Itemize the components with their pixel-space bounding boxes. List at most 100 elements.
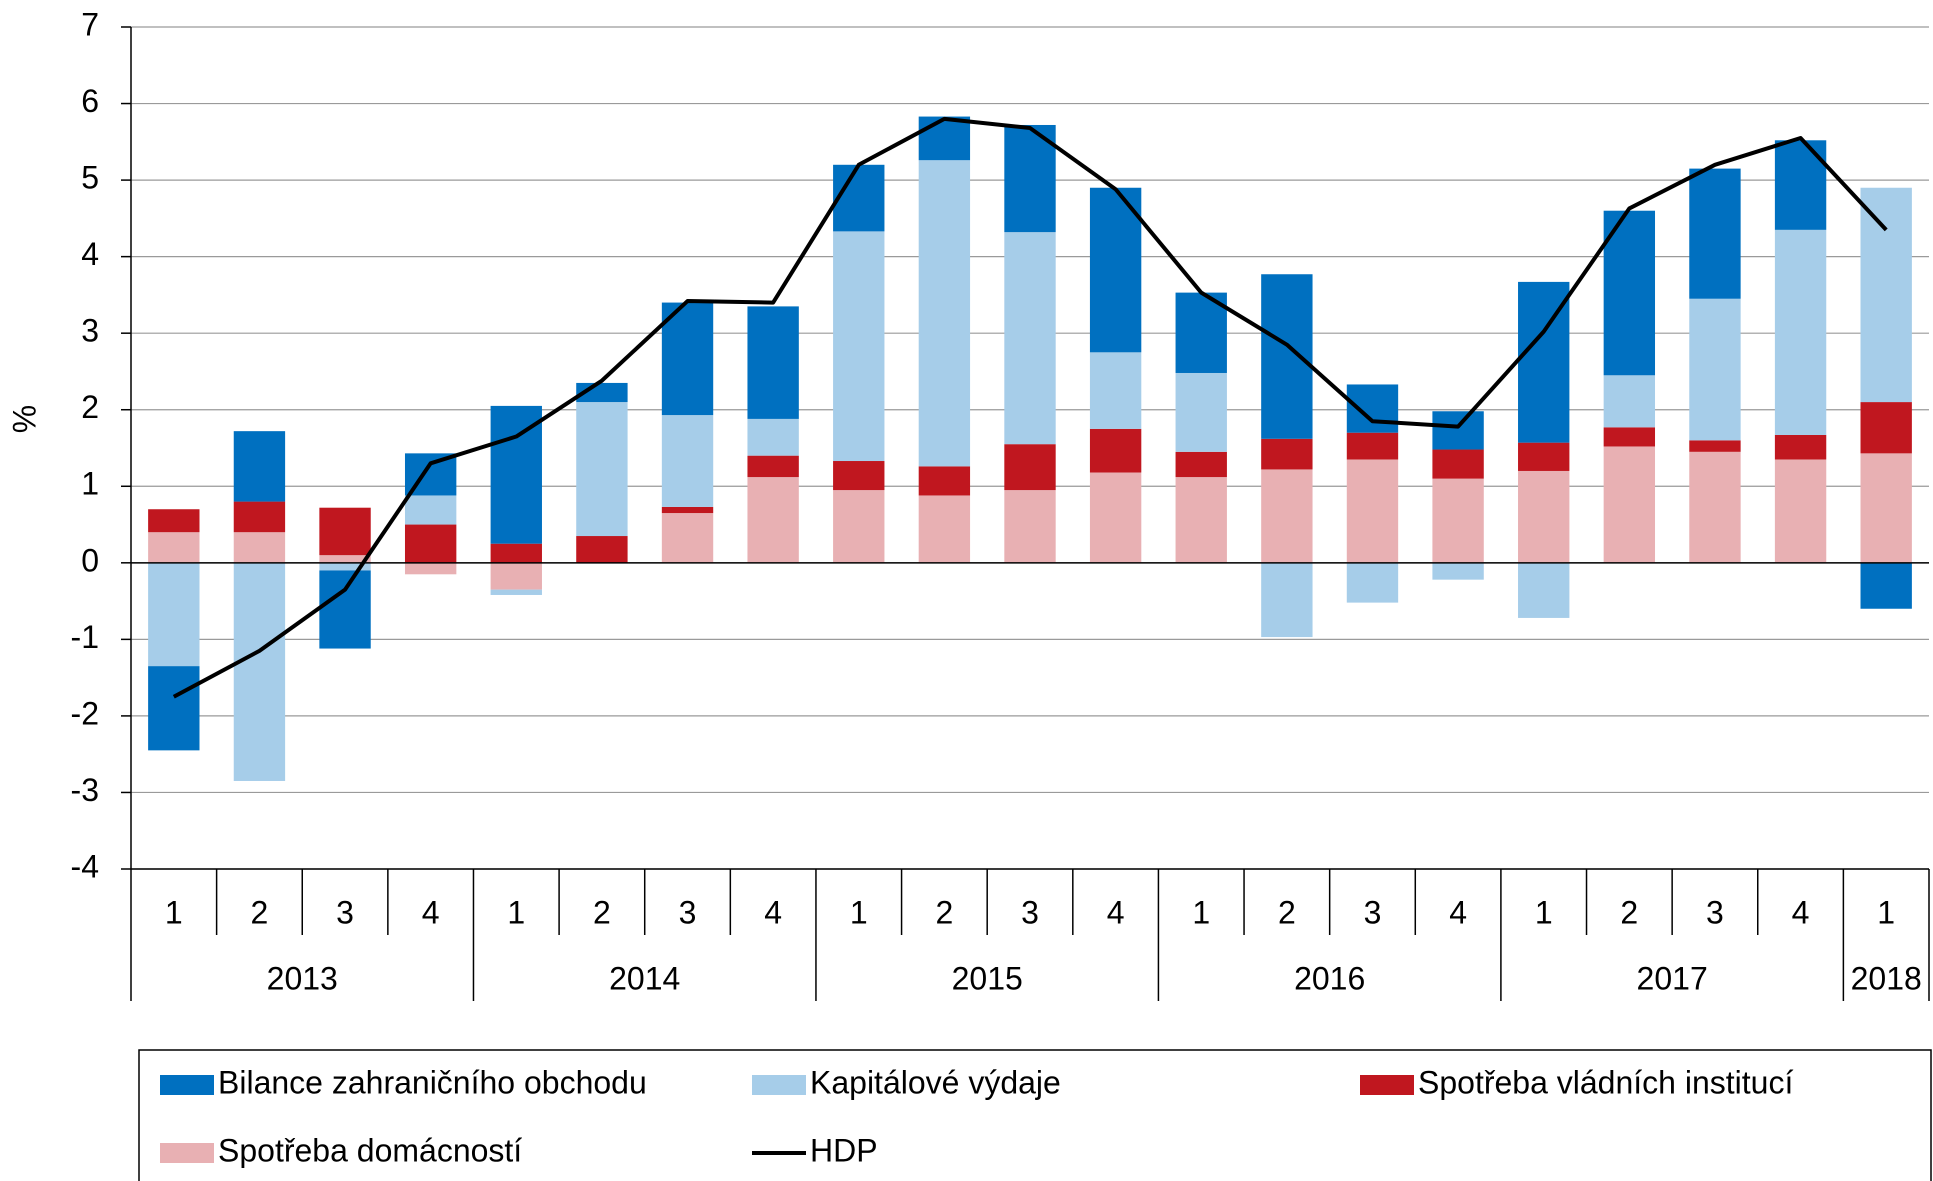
- x-tick-label: 4: [1449, 894, 1467, 930]
- x-tick-label: 3: [679, 894, 697, 930]
- legend-label: Kapitálové výdaje: [810, 1064, 1061, 1100]
- bar-segment: [1774, 140, 1827, 230]
- bar-segment: [1774, 434, 1827, 460]
- bar-segment: [1774, 459, 1827, 563]
- bar-segment: [918, 160, 971, 467]
- legend-box: [138, 1049, 1932, 1181]
- bar-segment: [319, 555, 371, 563]
- bar-segment: [1004, 232, 1056, 445]
- bar-segment: [319, 507, 371, 556]
- bar-segment: [833, 490, 885, 563]
- x-tick-label: 4: [422, 894, 440, 930]
- y-tick-label: 0: [81, 542, 99, 578]
- bar-segment: [1860, 453, 1912, 563]
- x-tick-label: 2: [1278, 894, 1296, 930]
- bar-segment: [1860, 562, 1912, 609]
- y-tick-label: 6: [81, 83, 99, 119]
- y-tick-label: 2: [81, 389, 99, 425]
- x-tick-label: 2: [935, 894, 953, 930]
- bar-segment: [1518, 470, 1570, 563]
- bar-segment: [148, 562, 200, 667]
- bar-segment: [1432, 478, 1484, 563]
- bar-segment: [1004, 490, 1056, 563]
- bar-segment: [1261, 274, 1313, 439]
- bar-segment: [1432, 449, 1484, 479]
- bar-segment: [1089, 352, 1142, 429]
- bar-segment: [1346, 384, 1399, 433]
- y-tick-label: 5: [81, 160, 99, 196]
- bar-segment: [404, 495, 457, 525]
- y-tick-label: 3: [81, 313, 99, 349]
- bar-segment: [1175, 451, 1227, 478]
- bar-segment: [1089, 187, 1142, 353]
- x-tick-label: 2: [593, 894, 611, 930]
- bar-segment: [1689, 298, 1741, 441]
- bar-segment: [233, 501, 286, 533]
- x-tick-label: 3: [1706, 894, 1724, 930]
- bar-segment: [148, 532, 200, 563]
- year-label: 2017: [1637, 960, 1708, 996]
- bar-segment: [1004, 444, 1056, 491]
- bar-segment: [1432, 411, 1484, 450]
- bar-segment: [833, 461, 885, 491]
- year-label: 2018: [1851, 960, 1922, 996]
- legend-swatch: [1360, 1075, 1414, 1095]
- y-tick-label: 1: [81, 466, 99, 502]
- bar-segment: [1175, 372, 1227, 452]
- bar-segment: [490, 562, 542, 590]
- y-tick-label: -1: [71, 619, 99, 655]
- bar-segment: [747, 306, 799, 419]
- bar-segment: [747, 455, 799, 478]
- bar-segment: [1603, 427, 1656, 447]
- bar-segment: [1603, 446, 1656, 563]
- bar-segment: [1432, 562, 1484, 580]
- y-tick-label: 7: [81, 6, 99, 42]
- bar-segment: [918, 116, 971, 161]
- bar-segment: [576, 536, 628, 563]
- y-tick-label: 4: [81, 236, 99, 272]
- bar-segment: [661, 506, 714, 514]
- bar-segment: [404, 524, 457, 563]
- year-label: 2014: [609, 960, 680, 996]
- year-label: 2013: [267, 960, 338, 996]
- bar-segment: [1346, 562, 1399, 603]
- x-tick-label: 3: [1021, 894, 1039, 930]
- legend-label: HDP: [810, 1132, 878, 1168]
- bar-segment: [661, 415, 714, 507]
- bar-segment: [747, 477, 799, 563]
- bar-segment: [490, 589, 542, 595]
- bar-segment: [833, 164, 885, 232]
- x-tick-label: 4: [1792, 894, 1810, 930]
- x-tick-label: 4: [1107, 894, 1125, 930]
- bar-segment: [1860, 187, 1912, 403]
- legend-label: Bilance zahraničního obchodu: [218, 1064, 647, 1100]
- legend-label: Spotřeba vládních institucí: [1418, 1064, 1793, 1100]
- x-tick-label: 1: [165, 894, 183, 930]
- x-tick-label: 3: [1364, 894, 1382, 930]
- x-tick-label: 1: [1535, 894, 1553, 930]
- bar-segment: [1261, 562, 1313, 638]
- x-tick-label: 2: [251, 894, 269, 930]
- bar-segment: [148, 666, 200, 751]
- year-label: 2016: [1294, 960, 1365, 996]
- bar-segment: [1518, 562, 1570, 618]
- bar-segment: [1603, 375, 1656, 428]
- line: [172, 116, 1888, 699]
- bar-segment: [319, 562, 371, 571]
- y-tick-label: -3: [71, 772, 99, 808]
- legend-label: Spotřeba domácností: [218, 1132, 522, 1168]
- bar-segment: [1089, 472, 1142, 563]
- legend-swatch: [160, 1075, 214, 1095]
- bar-segment: [918, 495, 971, 563]
- bar-segment: [233, 532, 286, 563]
- bar-segment: [1689, 451, 1741, 563]
- bar-segment: [148, 509, 200, 533]
- bar-segment: [661, 302, 714, 416]
- bar-segment: [404, 562, 457, 575]
- bar-segment: [490, 405, 542, 544]
- x-tick-label: 3: [336, 894, 354, 930]
- bar-segment: [661, 513, 714, 563]
- bar-segment: [1004, 124, 1056, 233]
- bar-segment: [1774, 229, 1827, 435]
